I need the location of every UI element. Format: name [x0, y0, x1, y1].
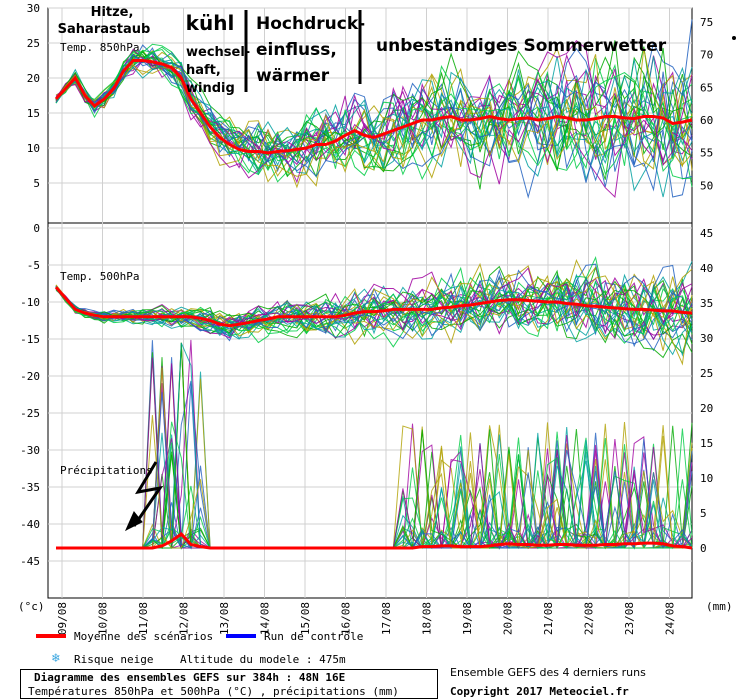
- legend-control-swatch: [226, 634, 256, 638]
- y-tick-label-right: 15: [700, 437, 713, 450]
- ensemble-member-line: [55, 262, 693, 366]
- y-tick-label-right: 20: [700, 402, 713, 415]
- panel-label-850: Temp. 850hPa: [60, 41, 139, 54]
- annotation-saharastaub: Saharastaub: [58, 22, 151, 37]
- annotation-wechselhaft-3: windig: [186, 81, 235, 96]
- y-tick-label: 15: [27, 107, 40, 120]
- annotation-kuehl: kühl: [186, 11, 235, 35]
- y-tick-label-right: 35: [700, 297, 713, 310]
- y-tick-label-right: 40: [700, 262, 713, 275]
- annotation-hochdruck-1: Hochdruck-: [256, 14, 365, 34]
- x-tick-label: 11/08: [137, 602, 150, 635]
- annotation-sommerwetter: unbeständiges Sommerwetter: [376, 36, 667, 56]
- legend-mean-swatch: [36, 634, 66, 638]
- x-tick-label: 10/08: [97, 602, 110, 635]
- y-tick-label-right: 30: [700, 332, 713, 345]
- stray-dot: [732, 36, 736, 40]
- x-tick-label: 21/08: [542, 602, 555, 635]
- y-tick-label-right: 65: [700, 81, 713, 94]
- mean-line-850: [54, 59, 693, 155]
- copyright: Copyright 2017 Meteociel.fr: [450, 685, 629, 698]
- legend-control-label: Run de contrôle: [264, 630, 364, 643]
- annotation-wechselhaft-2: haft,: [186, 63, 221, 78]
- y-tick-label: -40: [20, 518, 40, 531]
- mean-line-precip: [56, 532, 693, 550]
- x-tick-label: 15/08: [299, 602, 312, 635]
- legend-snow-label: Risque neige: [74, 653, 154, 666]
- x-tick-label: 12/08: [178, 602, 191, 635]
- ensemble-member-line: [55, 285, 693, 356]
- ensemble-member-line: [55, 53, 693, 198]
- y-tick-label-right: 45: [700, 227, 713, 240]
- y-tick-label: -45: [20, 555, 40, 568]
- y-tick-label-right: 50: [700, 179, 713, 192]
- x-tick-label: 20/08: [502, 602, 515, 635]
- caption-subtitle: Températures 850hPa et 500hPa (°C) , pré…: [28, 685, 399, 698]
- ensemble-member-line: [55, 48, 693, 180]
- y-axis-unit-left: (°c): [18, 600, 45, 613]
- x-tick-label: 09/08: [56, 602, 69, 635]
- y-tick-label: -20: [20, 370, 40, 383]
- ensemble-member-line: [55, 265, 693, 355]
- snowflake-icon: ❄: [52, 651, 60, 666]
- x-tick-label: 19/08: [461, 602, 474, 635]
- x-tick-label: 23/08: [623, 602, 636, 635]
- lightning-arrow-icon: [132, 461, 164, 527]
- y-tick-label-right: 25: [700, 367, 713, 380]
- y-tick-label-right: 75: [700, 16, 713, 29]
- y-tick-label-right: 60: [700, 114, 713, 127]
- y-tick-label: -25: [20, 407, 40, 420]
- y-tick-label: 20: [27, 72, 40, 85]
- caption-box: [20, 669, 438, 699]
- ensemble-member-line: [55, 279, 693, 336]
- ensemble-runs-note: Ensemble GEFS des 4 derniers runs: [450, 666, 646, 679]
- arrowhead-icon: [124, 511, 143, 532]
- mean-line-500: [54, 286, 693, 328]
- x-tick-label: 14/08: [259, 602, 272, 635]
- x-tick-label: 13/08: [218, 602, 231, 635]
- y-tick-label-right: 10: [700, 472, 713, 485]
- caption-title: Diagramme des ensembles GEFS sur 384h : …: [34, 671, 346, 684]
- y-tick-label: -15: [20, 333, 40, 346]
- y-tick-label: -30: [20, 444, 40, 457]
- y-tick-label: -35: [20, 481, 40, 494]
- y-tick-label: -10: [20, 296, 40, 309]
- ensemble-member-line: [55, 259, 693, 334]
- x-tick-label: 16/08: [340, 602, 353, 635]
- y-tick-label-right: 70: [700, 49, 713, 62]
- x-tick-label: 22/08: [583, 602, 596, 635]
- panel-label-500: Temp. 500hPa: [60, 270, 139, 283]
- y-tick-label: -5: [27, 259, 40, 272]
- ensemble-member-line: [55, 46, 693, 174]
- annotation-hochdruck-3: wärmer: [256, 66, 330, 86]
- ensemble-member-line: [55, 256, 693, 337]
- model-altitude: Altitude du modele : 475m: [180, 653, 346, 666]
- y-tick-label: 0: [33, 222, 40, 235]
- x-tick-label: 24/08: [664, 602, 677, 635]
- y-tick-label: 25: [27, 37, 40, 50]
- y-tick-label-right: 5: [700, 507, 707, 520]
- y-tick-label-right: 55: [700, 147, 713, 160]
- y-axis-unit-right: (mm): [706, 600, 733, 613]
- precip-label: Précipitations: [60, 464, 153, 477]
- annotation-hochdruck-2: einfluss,: [256, 40, 337, 60]
- y-tick-label: 30: [27, 2, 40, 15]
- x-tick-label: 18/08: [421, 602, 434, 635]
- annotation-hitze: Hitze,: [91, 5, 134, 20]
- y-tick-label: 5: [33, 177, 40, 190]
- x-tick-label: 17/08: [380, 602, 393, 635]
- legend-mean-label: Moyenne des scénarios: [74, 630, 214, 643]
- annotation-wechselhaft-1: wechsel-: [186, 45, 250, 60]
- y-tick-label-right: 0: [700, 542, 707, 555]
- ensemble-member-line: [55, 51, 693, 171]
- ensemble-member-line: [55, 264, 693, 340]
- y-tick-label: 10: [27, 142, 40, 155]
